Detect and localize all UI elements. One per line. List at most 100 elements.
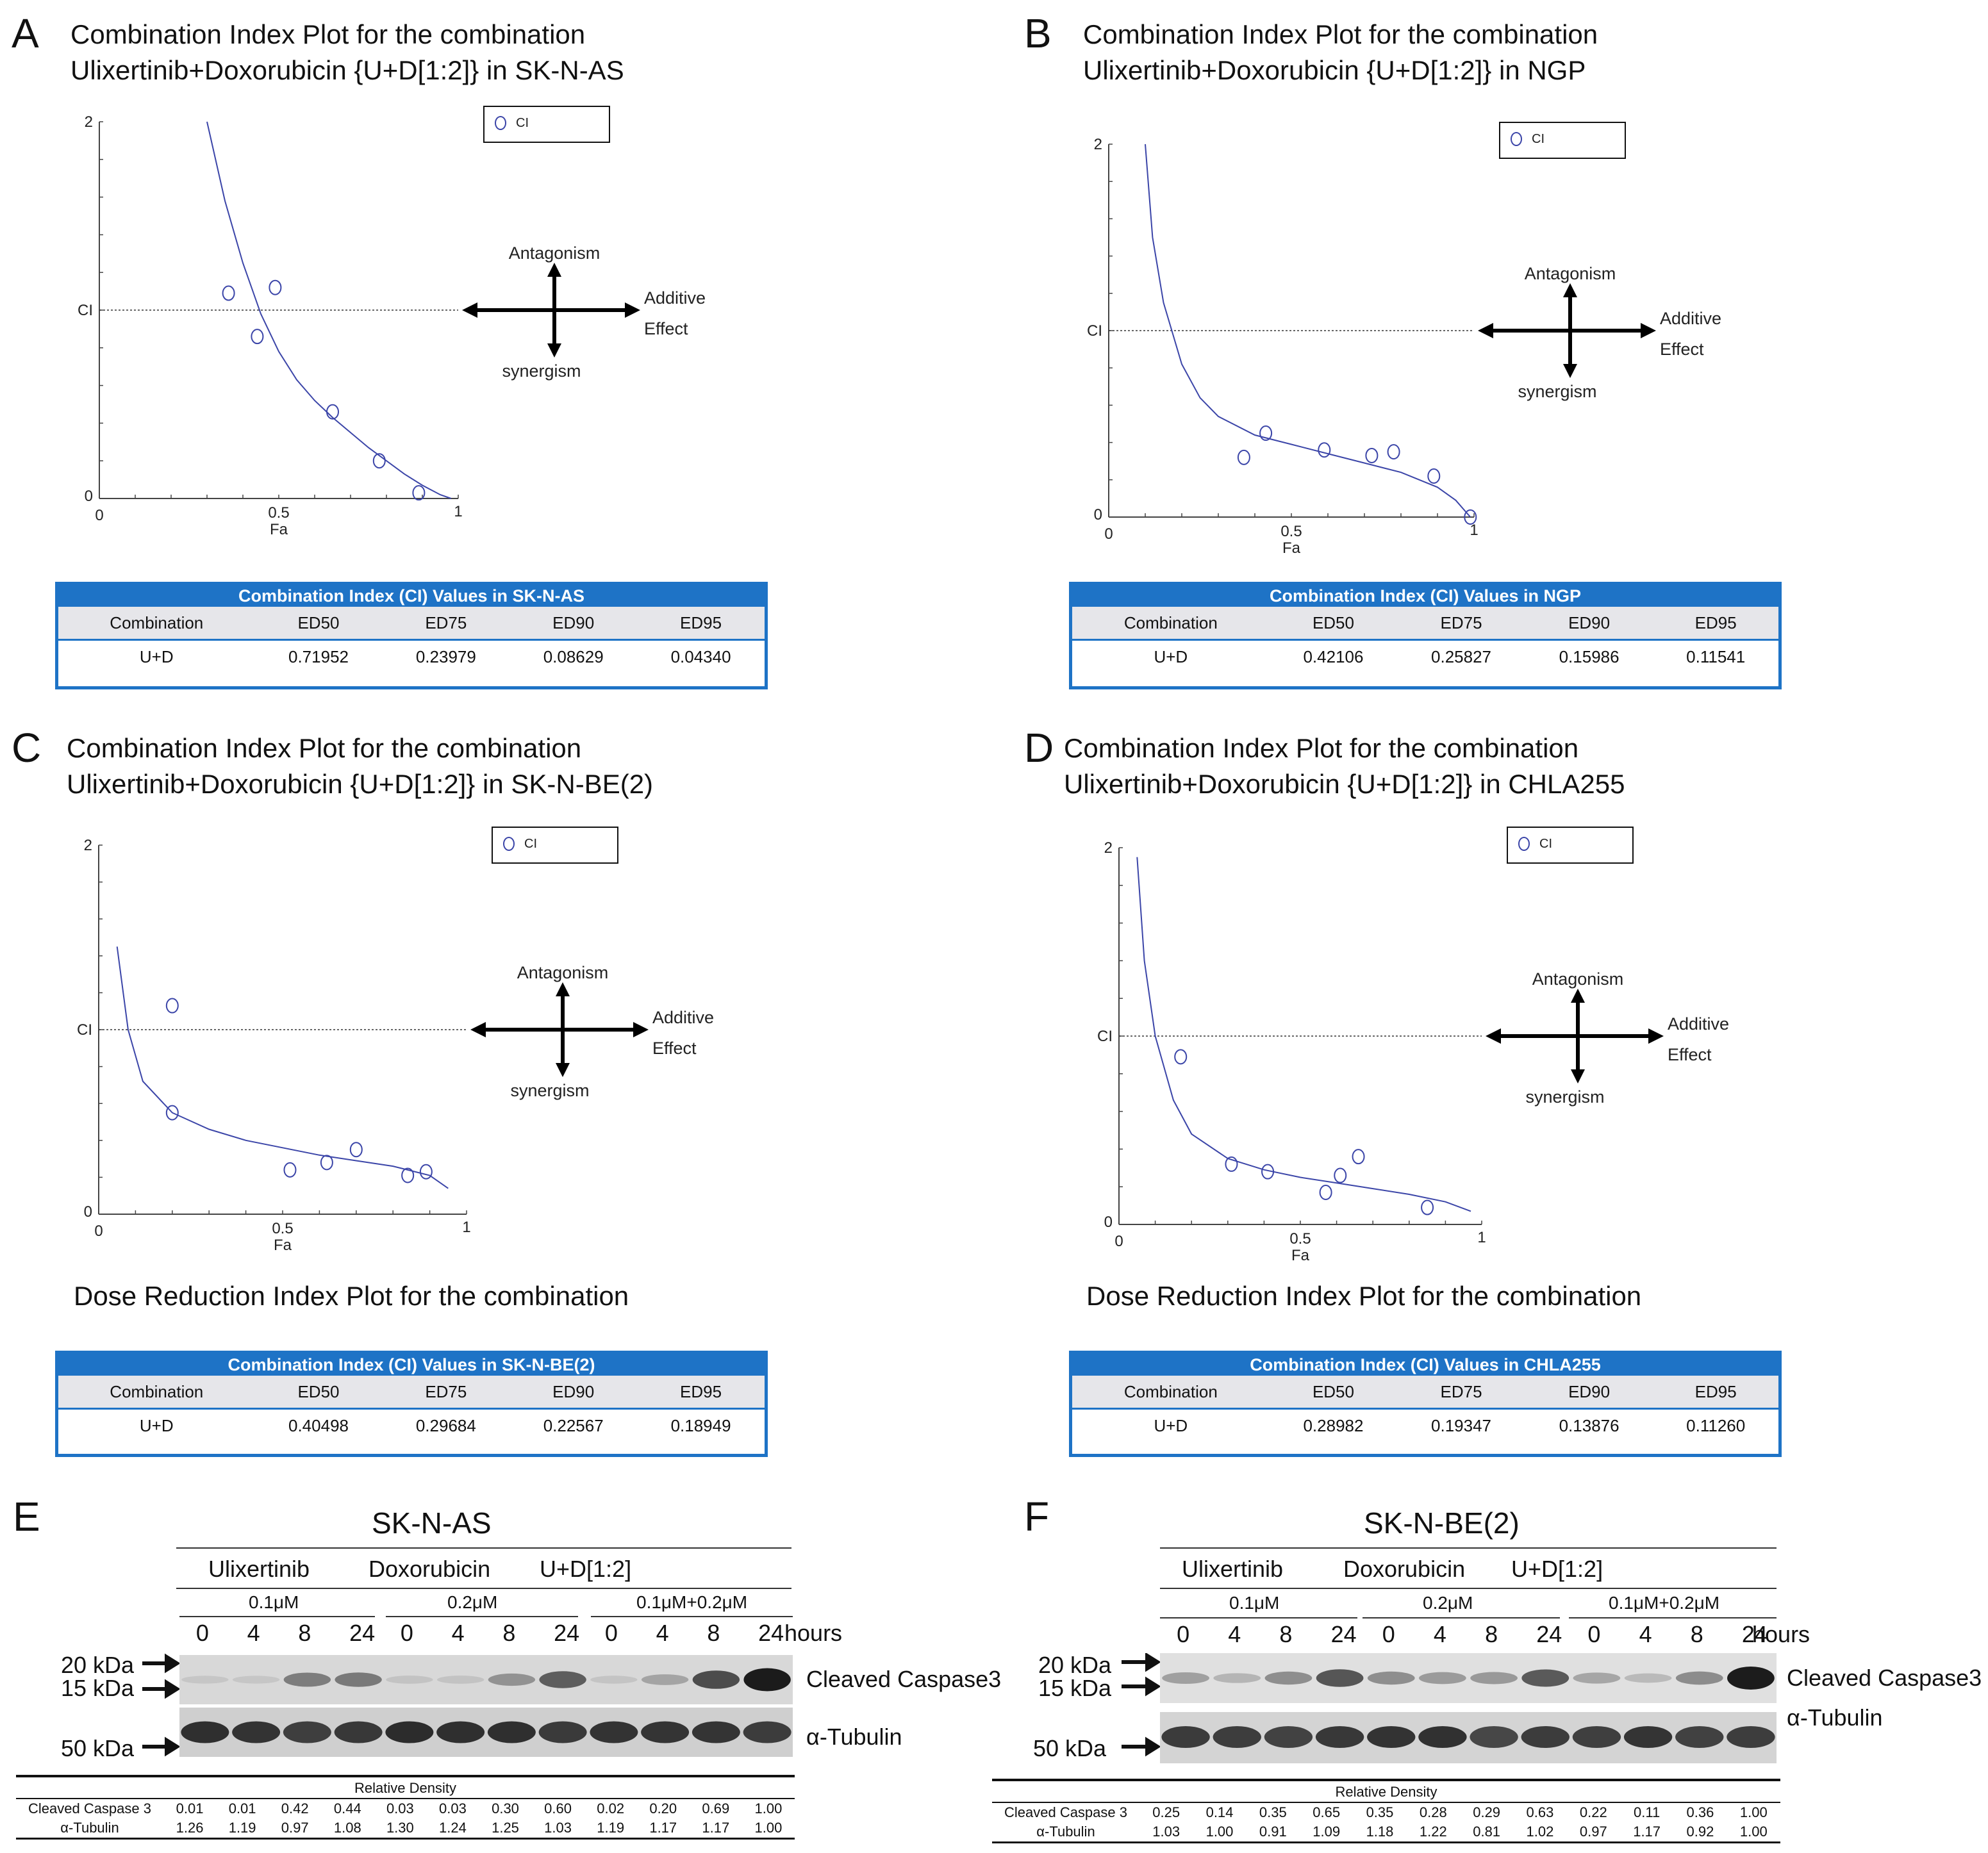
col-header-ed75: ED75 <box>1397 1376 1525 1410</box>
tubulin-band <box>283 1721 331 1743</box>
panel-d-subtitle: Dose Reduction Index Plot for the combin… <box>1086 1281 1642 1311</box>
col-header-ed95: ED95 <box>1653 607 1778 641</box>
density-value: 0.60 <box>544 1800 572 1816</box>
y-tick-label-bottom: 0 <box>84 1203 92 1221</box>
marker-50kda: 50 kDa <box>61 1735 135 1761</box>
density-row-label: Cleaved Caspase 3 <box>1004 1804 1127 1820</box>
arrow-left-head <box>462 302 477 318</box>
density-value: 1.17 <box>1633 1824 1661 1840</box>
dose-label-2: 0.2μM <box>1423 1593 1473 1613</box>
density-value: 0.81 <box>1473 1824 1501 1840</box>
dose-label-3: 0.1μM+0.2μM <box>636 1592 748 1612</box>
density-value: 1.02 <box>1526 1824 1554 1840</box>
panel-c-subtitle: Dose Reduction Index Plot for the combin… <box>74 1281 629 1311</box>
band-label-cleaved-caspase3: Cleaved Caspase3 <box>1787 1665 1982 1691</box>
caspase3-band <box>1162 1672 1209 1684</box>
dose-label-1: 0.1μM <box>249 1592 299 1612</box>
gel-tubulin <box>179 1708 793 1757</box>
marker-20kda: 20 kDa <box>61 1652 135 1678</box>
marker-20kda: 20 kDa <box>1038 1652 1112 1678</box>
density-value: 0.25 <box>1152 1804 1180 1820</box>
tubulin-band <box>1213 1726 1261 1748</box>
timepoint-label: 0 <box>604 1620 618 1646</box>
timepoint-label: 8 <box>298 1620 311 1646</box>
caspase3-band <box>1727 1667 1775 1690</box>
marker-arrows <box>1122 1653 1160 1757</box>
col-header-ed95: ED95 <box>637 1376 765 1410</box>
density-header: Relative Density <box>1335 1784 1437 1800</box>
tubulin-band <box>1470 1726 1518 1748</box>
col-header-ed50: ED50 <box>254 1376 383 1410</box>
arrow-down-head <box>1571 1069 1585 1083</box>
timepoint-label: 24 <box>1741 1621 1768 1647</box>
timepoint-label: 0 <box>1587 1621 1601 1647</box>
ci-data-point <box>1318 442 1331 458</box>
density-value: 1.18 <box>1366 1824 1394 1840</box>
x-axis-label: Fa <box>1291 1247 1310 1264</box>
ci-data-point <box>1174 1049 1188 1065</box>
density-value: 0.11 <box>1634 1804 1661 1820</box>
tubulin-band <box>436 1721 485 1743</box>
treatment-label-combination: U+D[1:2] <box>540 1556 632 1582</box>
effect-arrow-cross: Antagonism synergism Additive Effect <box>1478 264 1721 401</box>
western-blot-f: SK-N-BE(2) Ulixertinib Doxorubicin U+D[1… <box>992 1493 1988 1852</box>
effect-arrow-cross: Antagonism synergism Additive Effect <box>1486 969 1729 1107</box>
effect-label: Effect <box>644 319 688 338</box>
ci-table-title: Combination Index (CI) Values in CHLA255 <box>1072 1354 1778 1376</box>
density-value: 0.92 <box>1686 1824 1714 1840</box>
ci-data-point <box>222 285 235 301</box>
caspase3-band <box>232 1676 280 1684</box>
antagonism-label: Antagonism <box>1532 969 1624 989</box>
ed50-value: 0.40498 <box>288 1415 349 1435</box>
density-value: 1.08 <box>333 1820 361 1836</box>
panel-d-title-line2: Ulixertinib+Doxorubicin {U+D[1:2]} in CH… <box>1064 769 1625 799</box>
density-value: 0.42 <box>281 1800 309 1816</box>
ed90-value: 0.15986 <box>1559 646 1619 666</box>
caspase3-band <box>1624 1673 1672 1683</box>
density-value: 0.01 <box>228 1800 256 1816</box>
caspase3-band <box>1419 1672 1466 1684</box>
y-tick-label-top: 2 <box>1094 136 1102 153</box>
panel-letter-b: B <box>1024 10 1052 56</box>
ci-fit-curve <box>206 121 452 499</box>
additive-label: Additive <box>644 288 706 308</box>
density-value: 1.00 <box>1739 1824 1768 1840</box>
density-value: 1.09 <box>1313 1824 1341 1840</box>
panel-letter-d: D <box>1024 725 1054 771</box>
tubulin-band <box>1264 1726 1313 1748</box>
ed95-value: 0.11260 <box>1686 1415 1746 1435</box>
density-value: 1.17 <box>702 1820 730 1836</box>
caspase3-band <box>335 1672 382 1687</box>
tubulin-band <box>538 1721 587 1743</box>
tubulin-band <box>181 1721 229 1743</box>
arrow-down-head <box>1563 364 1577 378</box>
col-header-combination: Combination <box>1072 1376 1270 1410</box>
ci-table-c: Combination Index (CI) Values in SK-N-BE… <box>55 1351 768 1457</box>
density-row-label: α-Tubulin <box>1036 1824 1095 1840</box>
density-header: Relative Density <box>354 1780 456 1796</box>
density-value: 0.03 <box>386 1800 414 1816</box>
ci-data-point <box>1387 444 1400 460</box>
arrow-right-head <box>625 302 640 318</box>
ci-data-point <box>269 279 282 295</box>
arrow-down-head <box>556 1063 570 1077</box>
x-axis-label: Fa <box>274 1237 292 1254</box>
density-row: α-Tubulin 1.03 1.00 0.91 1.09 1.18 1.22 0.81 1.0… <box>992 1822 1780 1841</box>
row-label: U+D <box>1154 1415 1188 1435</box>
density-value: 1.26 <box>176 1820 204 1836</box>
col-header-combination: Combination <box>58 1376 255 1410</box>
tubulin-band <box>334 1721 383 1743</box>
density-value: 1.25 <box>492 1820 519 1836</box>
density-value: 0.20 <box>649 1800 677 1816</box>
ci-data-point <box>1334 1167 1347 1183</box>
panel-c-title-line2: Ulixertinib+Doxorubicin {U+D[1:2]} in SK… <box>67 769 654 799</box>
tubulin-band <box>743 1721 791 1743</box>
marker-50kda: 50 kDa <box>1033 1735 1107 1761</box>
tubulin-band <box>487 1721 536 1743</box>
density-value: 0.97 <box>281 1820 309 1836</box>
density-value: 1.03 <box>544 1820 572 1836</box>
row-label: U+D <box>139 1415 174 1435</box>
ci-data-point <box>251 329 264 345</box>
ed75-value: 0.25827 <box>1431 646 1492 666</box>
arrow-right-head <box>633 1022 649 1037</box>
